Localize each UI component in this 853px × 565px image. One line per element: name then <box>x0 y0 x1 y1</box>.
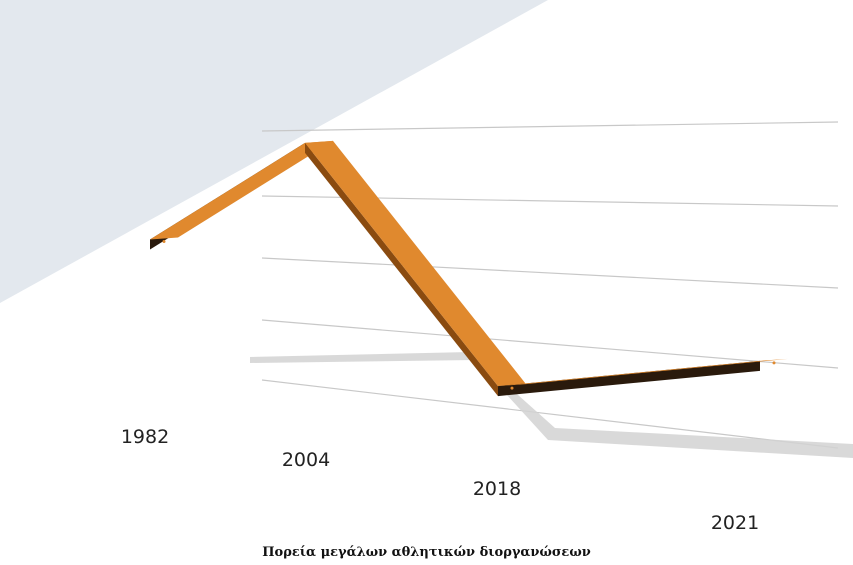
segment-side <box>498 360 760 397</box>
segment-side <box>305 142 498 397</box>
grid-line <box>261 319 839 369</box>
ribbon-shadow <box>250 352 853 458</box>
grid-line <box>261 379 839 449</box>
x-tick-label: 2004 <box>282 449 330 471</box>
data-point <box>772 361 776 365</box>
line-segment <box>150 140 333 250</box>
grid-line <box>261 257 839 289</box>
x-axis-tick-labels: 1982 2004 2018 2021 <box>121 426 759 534</box>
data-point <box>162 240 166 244</box>
data-point <box>510 386 514 390</box>
data-point <box>317 143 321 147</box>
chart-caption: Πορεία μεγάλων αθλητικών διοργανώσεων <box>262 545 591 560</box>
line-shadow <box>250 352 853 458</box>
x-tick-label: 2021 <box>711 512 759 534</box>
line-segment <box>498 358 788 397</box>
x-tick-label: 1982 <box>121 426 169 448</box>
line-segment <box>305 140 526 397</box>
segment-face <box>498 358 788 387</box>
line-series <box>150 140 788 397</box>
grid-line <box>261 121 839 132</box>
x-tick-label: 2018 <box>473 478 521 500</box>
backdrop-panel <box>0 0 548 303</box>
segment-face <box>150 140 333 240</box>
segment-face <box>305 140 526 387</box>
